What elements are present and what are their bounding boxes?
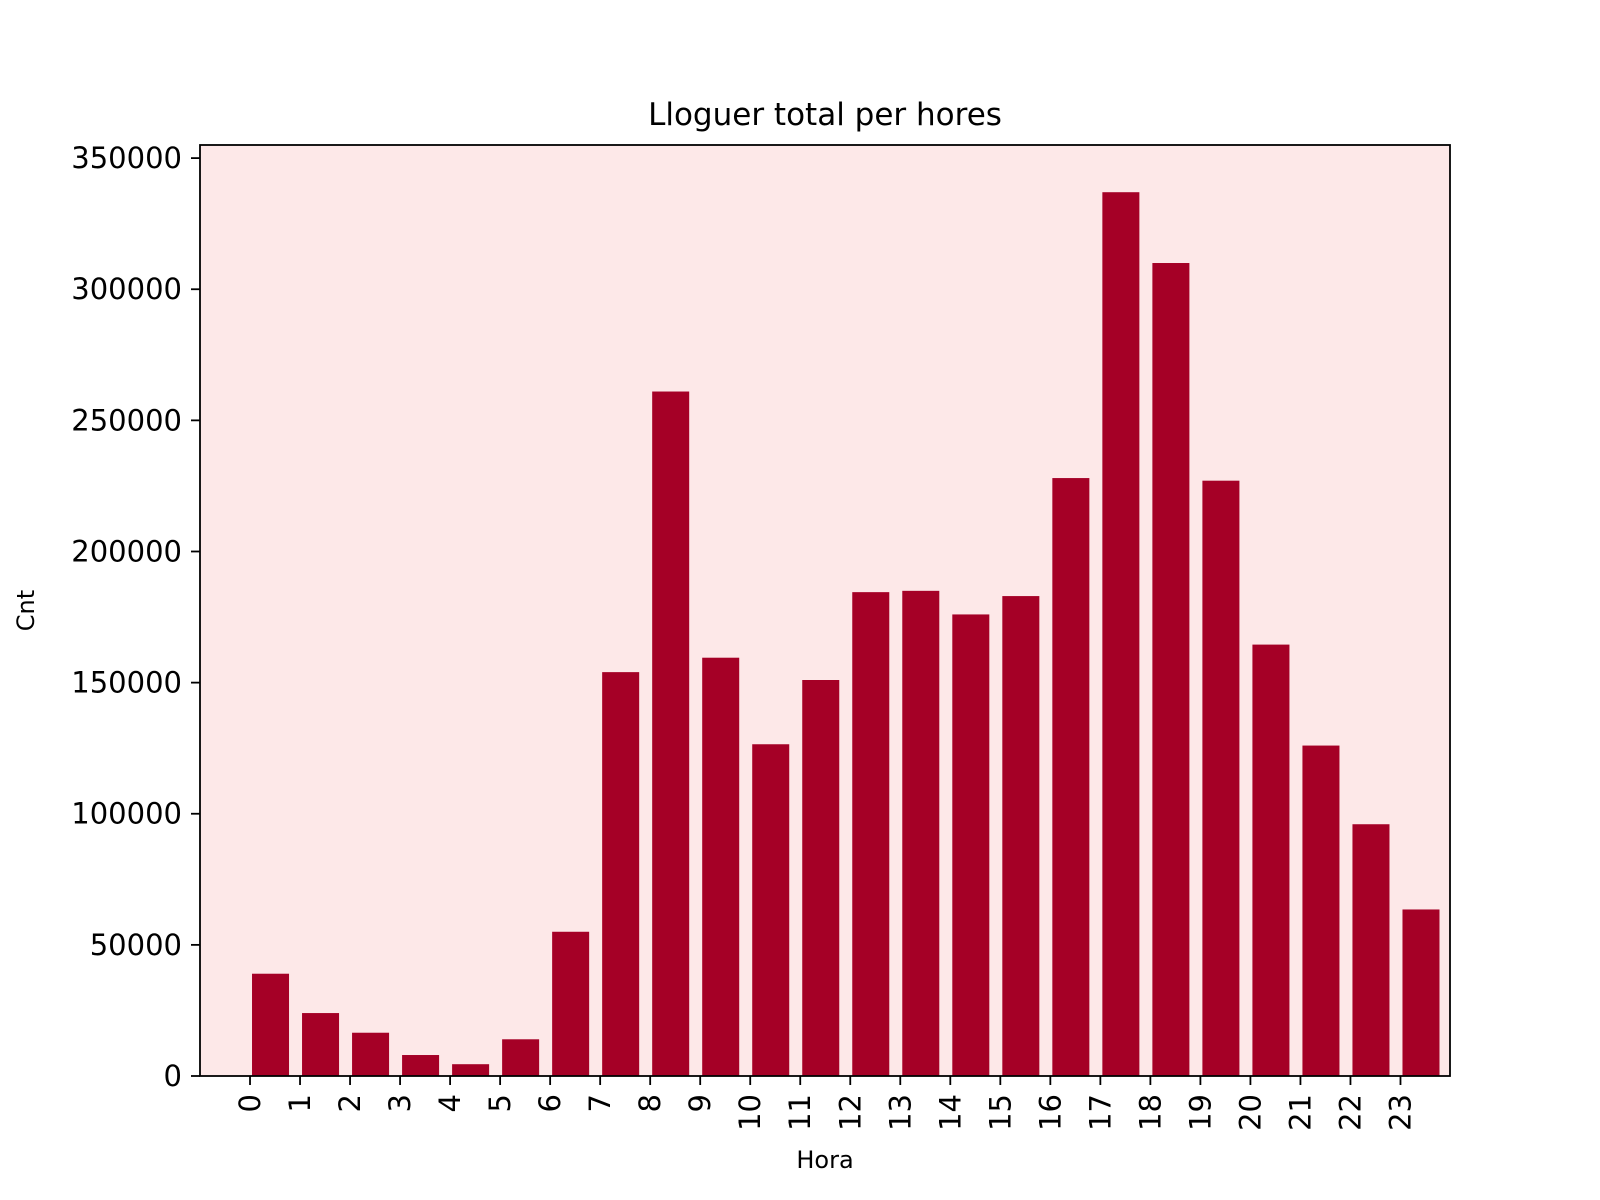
bars bbox=[252, 192, 1440, 1076]
x-tick-label: 19 bbox=[1183, 1094, 1217, 1131]
bar-hour-0 bbox=[252, 973, 290, 1076]
y-tick-label: 200000 bbox=[71, 534, 182, 568]
y-tick-label: 350000 bbox=[71, 141, 182, 175]
bar-hour-20 bbox=[1252, 644, 1290, 1076]
y-tick-label: 0 bbox=[164, 1059, 182, 1093]
x-tick-label: 12 bbox=[833, 1094, 867, 1131]
x-tick-label: 4 bbox=[433, 1094, 467, 1112]
bar-hour-8 bbox=[652, 391, 690, 1076]
bar-hour-16 bbox=[1052, 478, 1090, 1076]
bar-hour-14 bbox=[952, 614, 990, 1076]
y-tick-label: 250000 bbox=[71, 403, 182, 437]
bar-hour-6 bbox=[552, 931, 590, 1076]
bar-hour-13 bbox=[902, 590, 940, 1076]
bar-hour-12 bbox=[852, 592, 890, 1076]
bar-hour-18 bbox=[1152, 263, 1190, 1076]
bar-hour-17 bbox=[1102, 192, 1140, 1076]
x-tick-label: 9 bbox=[683, 1094, 717, 1112]
bar-hour-23 bbox=[1402, 909, 1440, 1076]
y-tick-label: 150000 bbox=[71, 666, 182, 700]
x-tick-label: 20 bbox=[1233, 1094, 1267, 1131]
bar-hour-9 bbox=[702, 657, 740, 1076]
bar-hour-19 bbox=[1202, 480, 1240, 1076]
y-tick-label: 50000 bbox=[90, 928, 182, 962]
bar-hour-2 bbox=[352, 1032, 390, 1076]
x-tick-label: 13 bbox=[883, 1094, 917, 1131]
x-tick-label: 23 bbox=[1383, 1094, 1417, 1131]
x-tick-label: 6 bbox=[533, 1094, 567, 1112]
x-axis-label: Hora bbox=[796, 1146, 853, 1174]
x-tick-label: 3 bbox=[383, 1094, 417, 1112]
bar-hour-15 bbox=[1002, 596, 1040, 1076]
bar-hour-10 bbox=[752, 744, 790, 1076]
chart-title: Lloguer total per hores bbox=[648, 97, 1002, 133]
bar-hour-4 bbox=[452, 1064, 490, 1076]
x-tick-label: 10 bbox=[733, 1094, 767, 1131]
x-tick-label: 22 bbox=[1333, 1094, 1367, 1131]
bar-hour-5 bbox=[502, 1039, 540, 1076]
x-tick-label: 7 bbox=[583, 1094, 617, 1112]
x-tick-label: 5 bbox=[483, 1094, 517, 1112]
y-axis-label: Cnt bbox=[12, 590, 40, 631]
x-tick-label: 11 bbox=[783, 1094, 817, 1131]
x-tick-label: 2 bbox=[333, 1094, 367, 1112]
y-axis: 0 50000 100000 150000 200000 250000 300000 3500… bbox=[71, 141, 200, 1093]
bar-hour-3 bbox=[402, 1055, 440, 1076]
x-tick-label: 0 bbox=[233, 1094, 267, 1112]
y-tick-label: 300000 bbox=[71, 272, 182, 306]
x-axis: 0 1 2 3 4 5 6 7 8 9 10 11 12 13 14 15 16 17 18 19 20 21 22 23 bbox=[233, 1076, 1417, 1131]
bar-hour-1 bbox=[302, 1013, 340, 1076]
plot-frame bbox=[199, 144, 1451, 1077]
bar-hour-11 bbox=[802, 679, 840, 1076]
x-tick-label: 18 bbox=[1133, 1094, 1167, 1131]
bar-hour-22 bbox=[1352, 824, 1390, 1076]
x-tick-label: 1 bbox=[283, 1094, 317, 1112]
x-tick-label: 21 bbox=[1283, 1094, 1317, 1131]
bar-hour-21 bbox=[1302, 745, 1340, 1076]
x-tick-label: 16 bbox=[1033, 1094, 1067, 1131]
x-tick-label: 15 bbox=[983, 1094, 1017, 1131]
bar-hour-7 bbox=[602, 672, 640, 1076]
x-tick-label: 17 bbox=[1083, 1094, 1117, 1131]
x-tick-label: 14 bbox=[933, 1094, 967, 1131]
y-tick-label: 100000 bbox=[71, 797, 182, 831]
x-tick-label: 8 bbox=[633, 1094, 667, 1112]
